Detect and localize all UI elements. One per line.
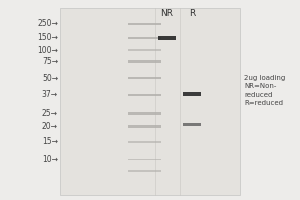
Text: 25→: 25→ [42, 109, 58, 118]
Bar [128, 94, 161, 96]
Bar [128, 23, 161, 25]
Bar [128, 125, 161, 128]
Bar [183, 92, 201, 96]
Bar [128, 37, 161, 39]
Text: 75→: 75→ [42, 57, 58, 66]
Text: R: R [189, 9, 195, 19]
Bar [128, 159, 161, 160]
Bar [183, 123, 201, 126]
Bar [60, 8, 240, 195]
Text: 150→: 150→ [37, 33, 58, 42]
Text: 250→: 250→ [37, 19, 58, 28]
Text: 2ug loading
NR=Non-
reduced
R=reduced: 2ug loading NR=Non- reduced R=reduced [244, 75, 286, 106]
Bar [158, 36, 176, 40]
Bar [128, 77, 161, 79]
Bar [128, 49, 161, 51]
Bar [128, 60, 161, 63]
Text: 10→: 10→ [42, 155, 58, 164]
Text: 37→: 37→ [42, 90, 58, 99]
Bar [128, 112, 161, 115]
Text: 100→: 100→ [37, 46, 58, 55]
Text: 15→: 15→ [42, 137, 58, 146]
Text: 20→: 20→ [42, 122, 58, 131]
Text: NR: NR [160, 9, 174, 19]
Text: 50→: 50→ [42, 74, 58, 83]
Bar [128, 170, 161, 172]
Bar [128, 141, 161, 143]
